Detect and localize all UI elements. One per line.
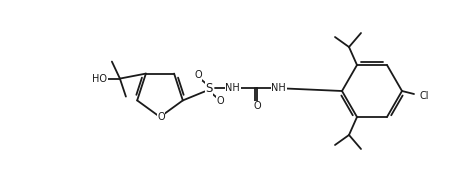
Text: NH: NH [226, 83, 240, 93]
Text: HO: HO [93, 74, 107, 84]
Text: O: O [194, 70, 202, 80]
Text: O: O [253, 101, 261, 111]
Text: Cl: Cl [420, 91, 430, 101]
Text: NH: NH [272, 83, 286, 93]
Text: O: O [157, 112, 165, 122]
Text: O: O [216, 96, 224, 106]
Text: S: S [205, 82, 212, 95]
